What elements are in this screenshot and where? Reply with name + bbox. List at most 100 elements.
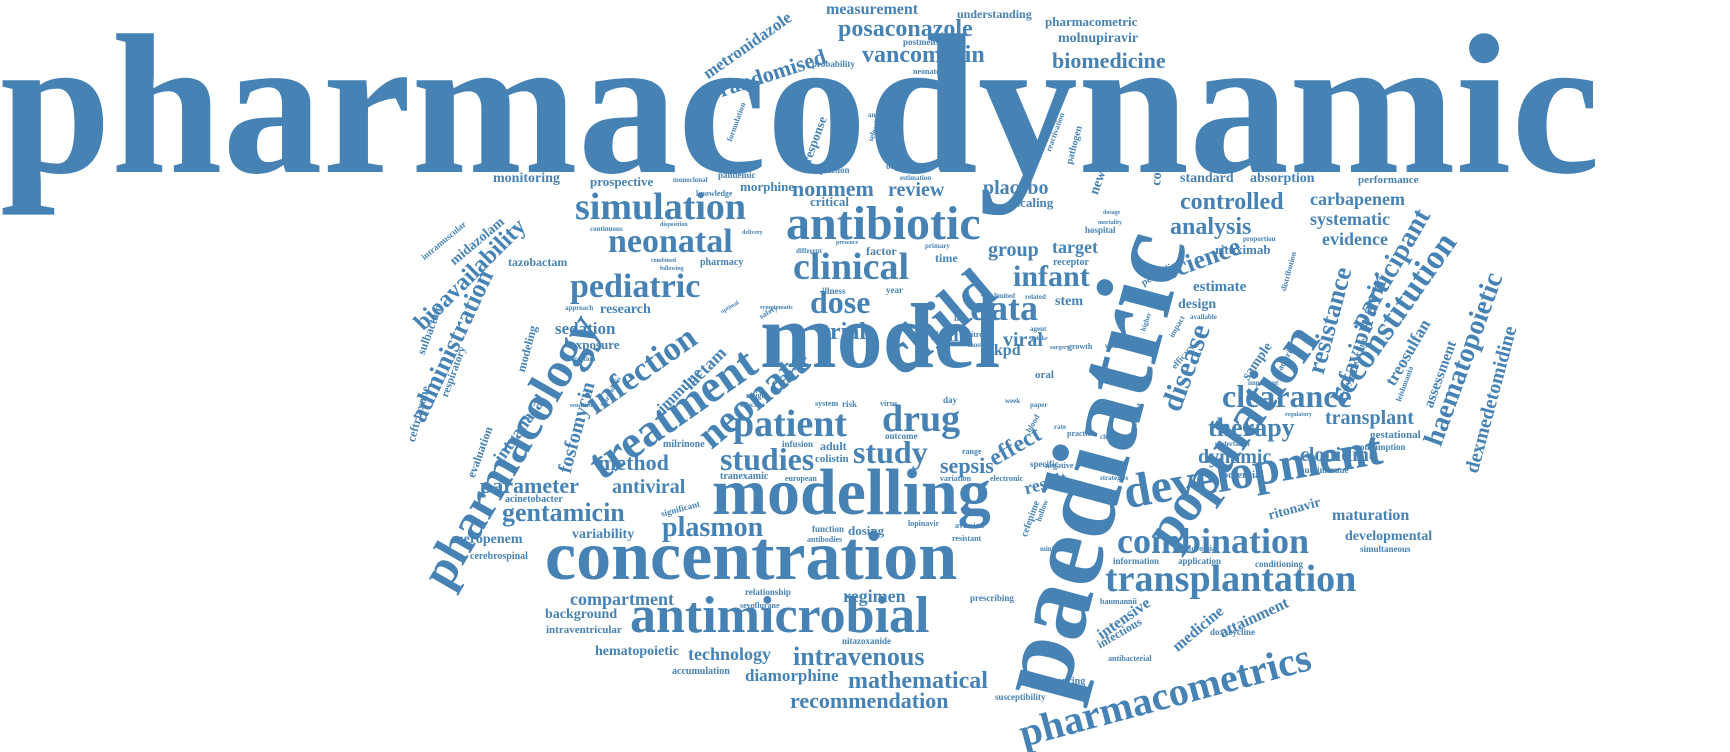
word-symptomatic: symptomatic [760, 305, 793, 311]
word-pkpd: pkpd [985, 342, 1021, 359]
word-ritonavir: ritonavir [1266, 495, 1323, 524]
word-combination: combination [1117, 521, 1310, 561]
word-oral: oral [1035, 369, 1054, 381]
word-consumption: consumption [1356, 442, 1406, 452]
word-parameter: parameter [480, 473, 579, 498]
word-different: different [796, 247, 822, 255]
word-extraction: extraction [565, 355, 596, 363]
word-controlled: controlled [1180, 189, 1284, 215]
word-measurement: measurement [826, 1, 919, 18]
word-following: following [660, 266, 684, 272]
word-clearance: clearance [1222, 378, 1352, 414]
word-morphine: morphine [740, 179, 795, 194]
word-sequencing: sequencing [1038, 676, 1086, 687]
word-combined: combined [651, 258, 677, 264]
word-sepsis: sepsis [940, 453, 994, 478]
word-hospital: hospital [1085, 225, 1116, 235]
word-accumulation: accumulation [672, 666, 730, 677]
word-modelling: modelling [712, 456, 991, 529]
word-nitazoxanide: nitazoxanide [842, 636, 892, 646]
word-placebo: placebo [983, 177, 1049, 199]
word-pharmacometric: pharmacometric [1045, 14, 1138, 29]
word-rate: rate [1054, 423, 1067, 431]
word-specific: specific [1030, 459, 1059, 469]
word-volume: volume [1105, 342, 1127, 350]
word-undertaken: undertaken [1215, 440, 1250, 448]
word-important: important [1248, 379, 1279, 387]
word-group: group [988, 239, 1039, 261]
word-vancomycin: vancomycin [862, 42, 985, 68]
word-dosage: dosage [1103, 210, 1121, 216]
word-lopinavir: lopinavir [908, 519, 940, 528]
word-colistin: colistin [815, 453, 849, 465]
word-estimate: estimate [1193, 279, 1247, 295]
word-most: most [968, 341, 983, 349]
word-antibodies: antibodies [807, 535, 843, 544]
word-limited: limited [994, 292, 1015, 300]
word-range: range [962, 447, 982, 456]
word-pediatric: pediatric [570, 268, 701, 305]
word-system: system [815, 399, 839, 408]
word-agent: agent [1030, 325, 1047, 333]
word-sedation: sedation [555, 319, 616, 338]
word-probability: probability [812, 59, 855, 69]
word-receptor: receptor [1053, 257, 1089, 268]
word-simultaneous: simultaneous [1360, 544, 1411, 554]
word-weight: weight [746, 391, 769, 400]
word-carbapenem: carbapenem [1310, 189, 1405, 209]
word-potential: potential [1222, 469, 1264, 481]
word-relationship: relationship [745, 587, 791, 597]
word-transplant: transplant [1325, 407, 1414, 429]
word-resistant: resistant [952, 534, 982, 543]
word-vitro: vitro [967, 330, 984, 339]
word-negative: negative [1045, 461, 1074, 470]
word-autoimmune: autoimmune [1300, 465, 1349, 475]
word-disposition: disposition [660, 222, 688, 228]
word-neonatology: neonatology [913, 67, 955, 76]
word-optimal: optimal [720, 300, 741, 316]
word-compartment: compartment [570, 589, 674, 609]
word-recommendation: recommendation [790, 688, 949, 713]
word-hematopoietic: hematopoietic [595, 644, 679, 659]
word-antimicrobial: antimicrobial [630, 587, 930, 644]
word-viral: viral [1003, 329, 1043, 351]
word-data: data [970, 288, 1039, 328]
word-anesthesia: anesthesia [868, 111, 899, 119]
word-risk: risk [842, 399, 858, 409]
word-adult: adult [820, 439, 847, 453]
word-infant: infant [1013, 260, 1090, 293]
word-pandemic: pandemic [718, 170, 756, 180]
word-sensitivity: sensitivity [570, 403, 596, 409]
word-illness: illness [822, 286, 846, 296]
word-electronic: electronic [990, 474, 1024, 483]
word-background: background [545, 607, 618, 622]
word-patient: patient [733, 403, 847, 445]
word-variability: variability [572, 527, 635, 542]
word-therapy: therapy [1208, 413, 1295, 442]
word-research: research [600, 302, 651, 317]
word-sevoflurane: sevoflurane [740, 601, 780, 610]
word-knowledge: knowledge [696, 189, 733, 198]
word-susceptibility: susceptibility [995, 692, 1046, 702]
word-information: information [1113, 556, 1159, 566]
word-monoclonal: monoclonal [673, 176, 708, 184]
word-pharmacy: pharmacy [700, 257, 744, 268]
word-growth: growth [1068, 342, 1093, 351]
word-available: available [1190, 313, 1217, 321]
word-factor: factor [866, 244, 897, 258]
word-cerebrospinal: cerebrospinal [470, 551, 528, 562]
word-gentamicin: gentamicin [502, 498, 625, 527]
word-postmenstrual: postmenstrual [903, 37, 959, 47]
word-intraventricular: intraventricular [546, 624, 622, 636]
word-related: related [1025, 293, 1046, 301]
word-aversion: aversion [955, 521, 984, 530]
word-maturation: maturation [1332, 507, 1410, 524]
word-tranexamic: tranexamic [720, 471, 769, 482]
word-paper: paper [1030, 401, 1048, 409]
word-primary: primary [925, 242, 950, 250]
word-transplantation: transplantation [1105, 558, 1357, 600]
word-evidence: evidence [1322, 229, 1388, 249]
word-plasmon: plasmon [662, 512, 764, 543]
word-review: review [888, 179, 945, 201]
